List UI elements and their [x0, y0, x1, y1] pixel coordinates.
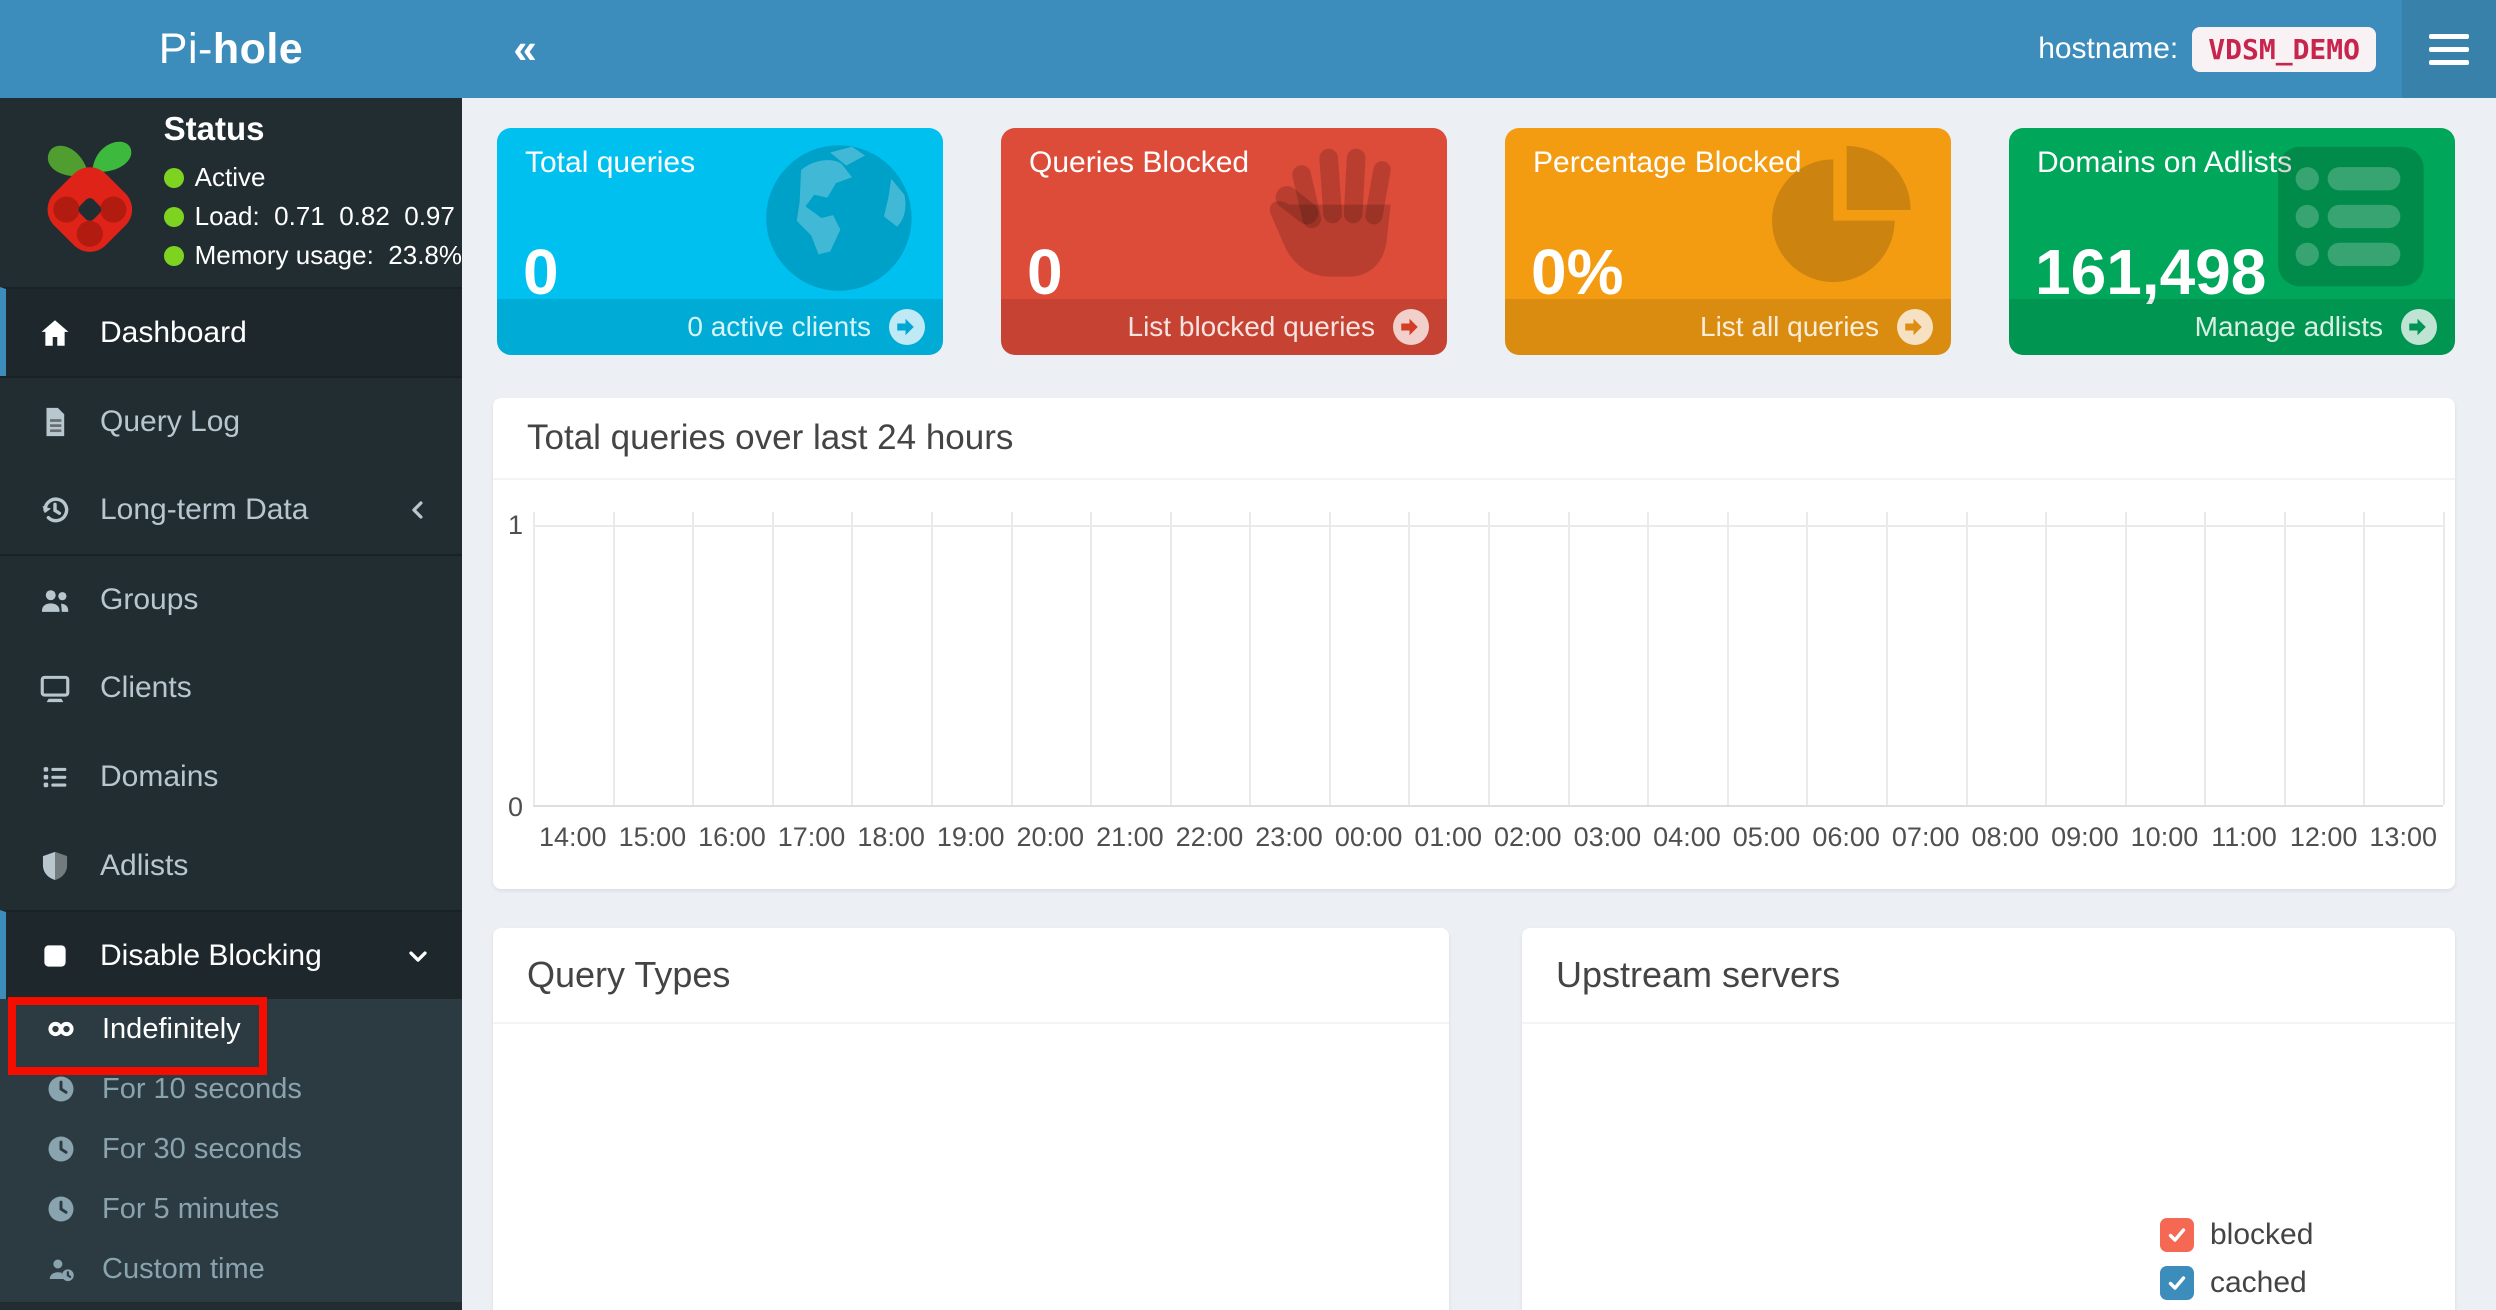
- sidebar-item-query-log[interactable]: Query Log: [0, 376, 462, 465]
- card-title: Total queries: [525, 146, 696, 179]
- upstream-servers-panel: Upstream servers blocked cached: [1522, 928, 2455, 1310]
- file-icon: [46, 407, 65, 436]
- chart-grid: [533, 512, 2445, 807]
- stop-square-icon: [44, 944, 66, 967]
- users-icon: [41, 589, 69, 612]
- list-alt-icon: [2278, 146, 2424, 287]
- x-axis-labels: 14:00 15:00 16:00 17:00 18:00 19:00 20:00 21:00…: [538, 822, 2437, 852]
- y-axis-tick-1: 1: [507, 510, 523, 540]
- green-dot-icon: [163, 245, 184, 266]
- query-types-panel: Query Types: [493, 928, 1449, 1310]
- shield-icon: [42, 851, 68, 880]
- sidebar-menu: Dashboard Query Log Long-term Data Group…: [0, 287, 462, 999]
- list-icon: [43, 766, 67, 787]
- status-row-load: Load: 0.71 0.82 0.97: [163, 197, 462, 236]
- sidebar: Status Active Load: 0.71 0.82 0.97 Memor…: [0, 98, 462, 1310]
- status-title: Status: [163, 110, 265, 147]
- checkbox-checked-icon[interactable]: [2160, 1266, 2194, 1300]
- sidebar-item-dashboard[interactable]: Dashboard: [0, 287, 462, 376]
- query-types-title: Query Types: [493, 928, 1449, 1024]
- history-icon: [42, 497, 69, 522]
- sidebar-item-adlists[interactable]: Adlists: [0, 821, 462, 910]
- sidebar-item-disable-blocking[interactable]: Disable Blocking: [0, 910, 462, 999]
- infinity-icon: [48, 1021, 74, 1037]
- sidebar-item-groups[interactable]: Groups: [0, 554, 462, 643]
- hand-paper-icon: [1269, 148, 1391, 277]
- legend-label: blocked: [2210, 1218, 2314, 1251]
- green-dot-icon: [163, 206, 184, 227]
- arrow-circle-right-icon[interactable]: [889, 309, 925, 345]
- card-total-queries: Total queries 0 0 active clients: [497, 128, 943, 355]
- navbar: « hostname: VDSM_DEMO: [462, 0, 2496, 98]
- status-panel: Status Active Load: 0.71 0.82 0.97 Memor…: [0, 98, 462, 287]
- arrow-circle-right-icon[interactable]: [1393, 309, 1429, 345]
- card-footer-link[interactable]: List all queries: [1505, 299, 1951, 355]
- chevron-down-icon: [409, 950, 427, 962]
- disable-blocking-submenu: Indefinitely For 10 seconds For 30 secon…: [0, 999, 462, 1302]
- card-footer-link[interactable]: List blocked queries: [1001, 299, 1447, 355]
- app-logo[interactable]: Pi-hole: [0, 0, 462, 98]
- navbar-right: hostname: VDSM_DEMO: [2038, 0, 2496, 98]
- top-navbar: Pi-hole « hostname: VDSM_DEMO: [0, 0, 2496, 98]
- y-axis-tick-0: 0: [507, 792, 523, 822]
- sidebar-item-domains[interactable]: Domains: [0, 732, 462, 821]
- card-value: 161,498: [2035, 236, 2267, 308]
- card-value: 0: [1027, 236, 1063, 308]
- clock-icon: [48, 1196, 74, 1222]
- card-domains-on-adlists: Domains on Adlists 161,498 Manage adlist…: [2009, 128, 2455, 355]
- arrow-circle-right-icon[interactable]: [1897, 309, 1933, 345]
- legend-item-blocked[interactable]: blocked: [2160, 1211, 2313, 1259]
- legend-label: cached: [2210, 1266, 2307, 1299]
- upstream-legend: blocked cached: [2160, 1211, 2313, 1307]
- brand-text-light: Pi-: [158, 24, 213, 73]
- card-footer-link[interactable]: 0 active clients: [497, 299, 943, 355]
- globe-icon: [766, 145, 912, 291]
- submenu-item-for-10-seconds[interactable]: For 10 seconds: [0, 1059, 462, 1119]
- card-title: Domains on Adlists: [2037, 146, 2293, 179]
- submenu-item-custom-time[interactable]: Custom time: [0, 1239, 462, 1299]
- sidebar-item-clients[interactable]: Clients: [0, 643, 462, 732]
- card-percentage-blocked: Percentage Blocked 0% List all queries: [1505, 128, 1951, 355]
- legend-item-cached[interactable]: cached: [2160, 1259, 2313, 1307]
- hostname-label: hostname:: [2038, 32, 2179, 65]
- home-icon: [41, 319, 69, 346]
- card-value: 0%: [1531, 236, 1624, 308]
- total-queries-chart-panel: Total queries over last 24 hours 1 0 14:…: [493, 398, 2455, 889]
- brand-text-bold: hole: [212, 24, 304, 73]
- card-footer-link[interactable]: Manage adlists: [2009, 299, 2455, 355]
- upstream-servers-title: Upstream servers: [1522, 928, 2455, 1024]
- raspberry-logo: [47, 141, 133, 252]
- hostname-value-badge: VDSM_DEMO: [2192, 26, 2376, 72]
- user-clock-icon: [49, 1259, 74, 1282]
- submenu-item-for-30-seconds[interactable]: For 30 seconds: [0, 1119, 462, 1179]
- pie-chart-icon: [1772, 146, 1911, 282]
- chart-title: Total queries over last 24 hours: [493, 398, 2455, 480]
- arrow-circle-right-icon[interactable]: [2401, 309, 2437, 345]
- sidebar-item-long-term-data[interactable]: Long-term Data: [0, 465, 462, 554]
- clock-icon: [48, 1076, 74, 1102]
- sidebar-collapse-icon[interactable]: «: [513, 25, 537, 72]
- display-icon: [40, 675, 70, 702]
- card-queries-blocked: Queries Blocked 0 List blocked queries: [1001, 128, 1447, 355]
- status-row-active: Active: [163, 158, 462, 197]
- checkbox-checked-icon[interactable]: [2160, 1218, 2194, 1252]
- clock-icon: [48, 1136, 74, 1162]
- submenu-item-indefinitely[interactable]: Indefinitely: [0, 999, 462, 1059]
- chevron-left-icon: [412, 500, 423, 519]
- card-title: Queries Blocked: [1029, 146, 1250, 179]
- status-row-memory: Memory usage: 23.8%: [163, 236, 462, 275]
- hamburger-menu-button[interactable]: [2402, 0, 2496, 98]
- green-dot-icon: [163, 167, 184, 188]
- card-title: Percentage Blocked: [1533, 146, 1802, 179]
- card-value: 0: [523, 236, 559, 308]
- submenu-item-for-5-minutes[interactable]: For 5 minutes: [0, 1179, 462, 1239]
